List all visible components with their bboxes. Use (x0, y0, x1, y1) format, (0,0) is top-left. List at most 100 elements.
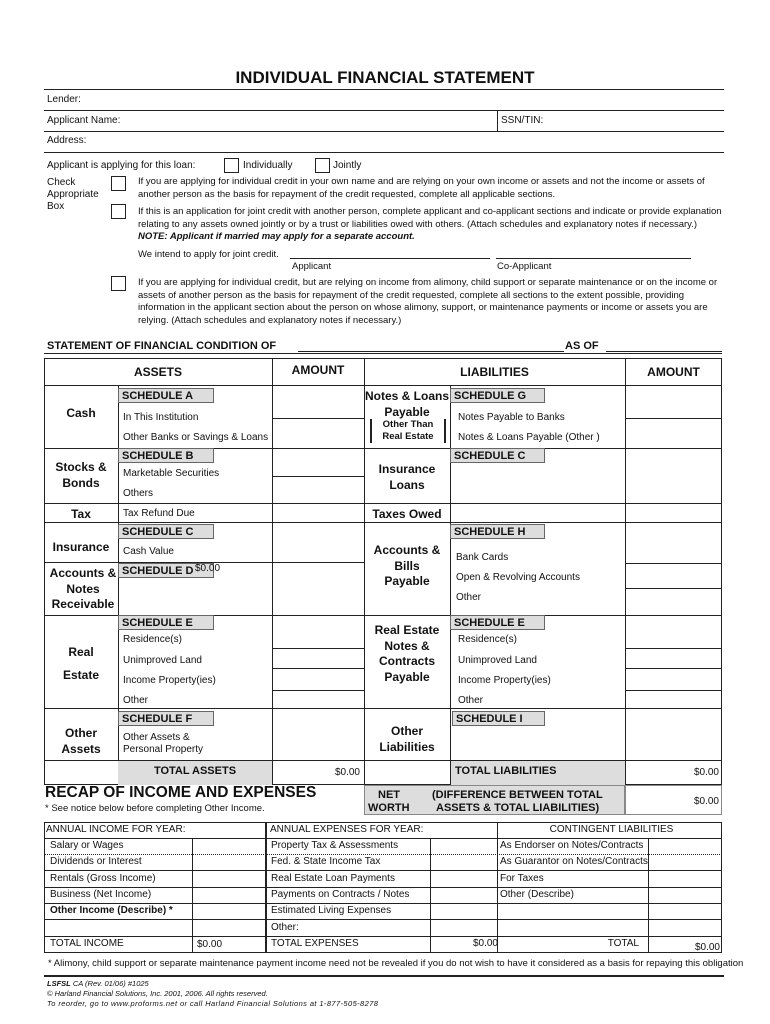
net-worth-desc-1: (DIFFERENCE BETWEEN TOTAL (432, 789, 603, 801)
co-applicant-signature-field[interactable] (496, 258, 691, 259)
other-than-real-estate-bracket: Other Than Real Estate (370, 419, 446, 443)
worth-label: WORTH (368, 802, 410, 814)
in-institution-label: In This Institution (123, 412, 199, 423)
revolving-label: Open & Revolving Accounts (456, 572, 580, 583)
contingent-row: As Endorser on Notes/Contracts (500, 840, 644, 851)
accounts-receivable-label: Accounts & Notes Receivable (49, 566, 117, 611)
contingent-row: As Guarantor on Notes/Contracts (500, 856, 648, 867)
income-property-label: Income Property(ies) (123, 675, 216, 686)
lender-field[interactable] (44, 110, 724, 111)
individual-credit-text: If you are applying for individual credi… (138, 176, 705, 200)
stocks-label: Stocks & Bonds (55, 460, 107, 490)
schedule-i-tab[interactable]: SCHEDULE I (452, 711, 545, 726)
joint-credit-checkbox[interactable] (111, 204, 126, 219)
check-label-1: Check (47, 177, 76, 188)
assets-header: ASSETS (133, 365, 182, 379)
assets-amount-header: AMOUNT (291, 363, 345, 377)
expense-row: Property Tax & Assessments (271, 840, 399, 851)
taxes-owed-label: Taxes Owed (372, 507, 442, 521)
check-label-2: Appropriate (47, 189, 99, 200)
income-row: Salary or Wages (50, 840, 124, 851)
expenses-header: ANNUAL EXPENSES FOR YEAR: (270, 824, 424, 835)
schedule-g-tab[interactable]: SCHEDULE G (450, 388, 545, 403)
jointly-label: Jointly (333, 160, 362, 171)
individual-credit-checkbox[interactable] (111, 176, 126, 191)
income-row: Rentals (Gross Income) (50, 873, 156, 884)
schedule-f-tab[interactable]: SCHEDULE F (118, 711, 214, 726)
recap-note: * See notice below before completing Oth… (45, 803, 265, 814)
notes-loans-text: Notes & Loans (364, 389, 449, 403)
re-notes-label: Real Estate Notes & Contracts Payable (374, 623, 440, 684)
liabilities-amount-header: AMOUNT (647, 365, 700, 379)
as-of-field[interactable] (606, 351, 722, 352)
form-code: LSFSL (47, 979, 71, 988)
real-estate-text: Real Estate (382, 431, 434, 442)
other-income-credit-text: If you are applying for individual credi… (138, 277, 718, 326)
applicant-name-field[interactable] (44, 131, 724, 132)
loan-prompt: Applicant is applying for this loan: (47, 160, 196, 171)
bank-cards-label: Bank Cards (456, 552, 509, 563)
financial-condition-table (44, 358, 722, 785)
net-worth-desc-2: ASSETS & TOTAL LIABILITIES) (436, 802, 600, 814)
ssn-label: SSN/TIN: (501, 115, 544, 126)
form-id: LSFSL CA (Rev. 01/06) #1025 (47, 979, 149, 988)
net-worth-box (364, 785, 625, 815)
page-title: INDIVIDUAL FINANCIAL STATEMENT (235, 68, 535, 87)
check-label-3: Box (47, 201, 65, 212)
individually-label: Individually (243, 160, 293, 171)
statement-name-field[interactable] (298, 351, 564, 352)
tax-refund-label: Tax Refund Due (123, 508, 195, 519)
joint-credit-body: If this is an application for joint cred… (138, 206, 722, 230)
schedule-h-tab[interactable]: SCHEDULE H (450, 524, 545, 539)
schedule-d-tab[interactable]: SCHEDULE D (118, 563, 214, 578)
income-header: ANNUAL INCOME FOR YEAR: (46, 824, 186, 835)
individually-checkbox[interactable] (224, 158, 239, 173)
residence-liab-label: Residence(s) (458, 634, 517, 645)
other-assets-desc-2: Personal Property (123, 744, 204, 755)
other-income-credit-checkbox[interactable] (111, 276, 126, 291)
notes-other-label: Notes & Loans Payable (Other ) (458, 432, 600, 443)
schedule-b-tab[interactable]: SCHEDULE B (118, 448, 214, 463)
copyright: © Harland Financial Solutions, Inc. 2001… (47, 989, 268, 998)
contingent-total-label: TOTAL (607, 938, 639, 949)
other-accounts-label: Other (456, 592, 482, 603)
schedule-c-liab-tab[interactable]: SCHEDULE C (450, 448, 545, 463)
total-assets-value: $0.00 (334, 767, 360, 778)
lender-label: Lender: (47, 94, 81, 105)
schedule-a-tab[interactable]: SCHEDULE A (118, 388, 214, 403)
total-liabilities-value: $0.00 (693, 767, 719, 778)
residence-label: Residence(s) (123, 634, 182, 645)
other-assets-label: Other Assets (61, 726, 101, 756)
schedule-c-tab[interactable]: SCHEDULE C (118, 524, 214, 539)
other-banks-label: Other Banks or Savings & Loans (123, 432, 269, 443)
contingent-total-value: $0.00 (694, 942, 720, 953)
cash-label: Cash (66, 406, 96, 420)
expense-row: Fed. & State Income Tax (271, 856, 381, 867)
applicant-signature-field[interactable] (290, 258, 490, 259)
expense-row: Payments on Contracts / Notes (271, 889, 410, 900)
other-re-liab-label: Other (458, 695, 484, 706)
total-income-label: TOTAL INCOME (50, 938, 124, 949)
address-label: Address: (47, 135, 87, 146)
joint-intent-label: We intend to apply for joint credit. (138, 249, 279, 260)
net-worth-value: $0.00 (693, 796, 719, 807)
address-field[interactable] (44, 152, 724, 153)
total-income-value: $0.00 (197, 939, 223, 950)
real-estate-label: Real Estate (62, 645, 100, 682)
co-applicant-label: Co-Applicant (497, 261, 552, 272)
schedule-e-liab-tab[interactable]: SCHEDULE E (450, 615, 545, 630)
alimony-footnote: * Alimony, child support or separate mai… (48, 958, 744, 969)
notes-banks-label: Notes Payable to Banks (458, 412, 565, 423)
contingent-header: CONTINGENT LIABILITIES (549, 824, 674, 835)
jointly-checkbox[interactable] (315, 158, 330, 173)
income-row: Dividends or Interest (50, 856, 142, 867)
other-re-label: Other (123, 695, 149, 706)
cash-value-label: Cash Value (123, 546, 174, 557)
schedule-e-tab[interactable]: SCHEDULE E (118, 615, 214, 630)
form-revision: CA (Rev. 01/06) #1025 (70, 979, 149, 988)
total-liabilities-label: TOTAL LIABILITIES (455, 765, 557, 777)
expense-row: Estimated Living Expenses (271, 905, 392, 916)
unimproved-liab-label: Unimproved Land (458, 655, 537, 666)
other-than-text: Other Than (382, 419, 434, 430)
